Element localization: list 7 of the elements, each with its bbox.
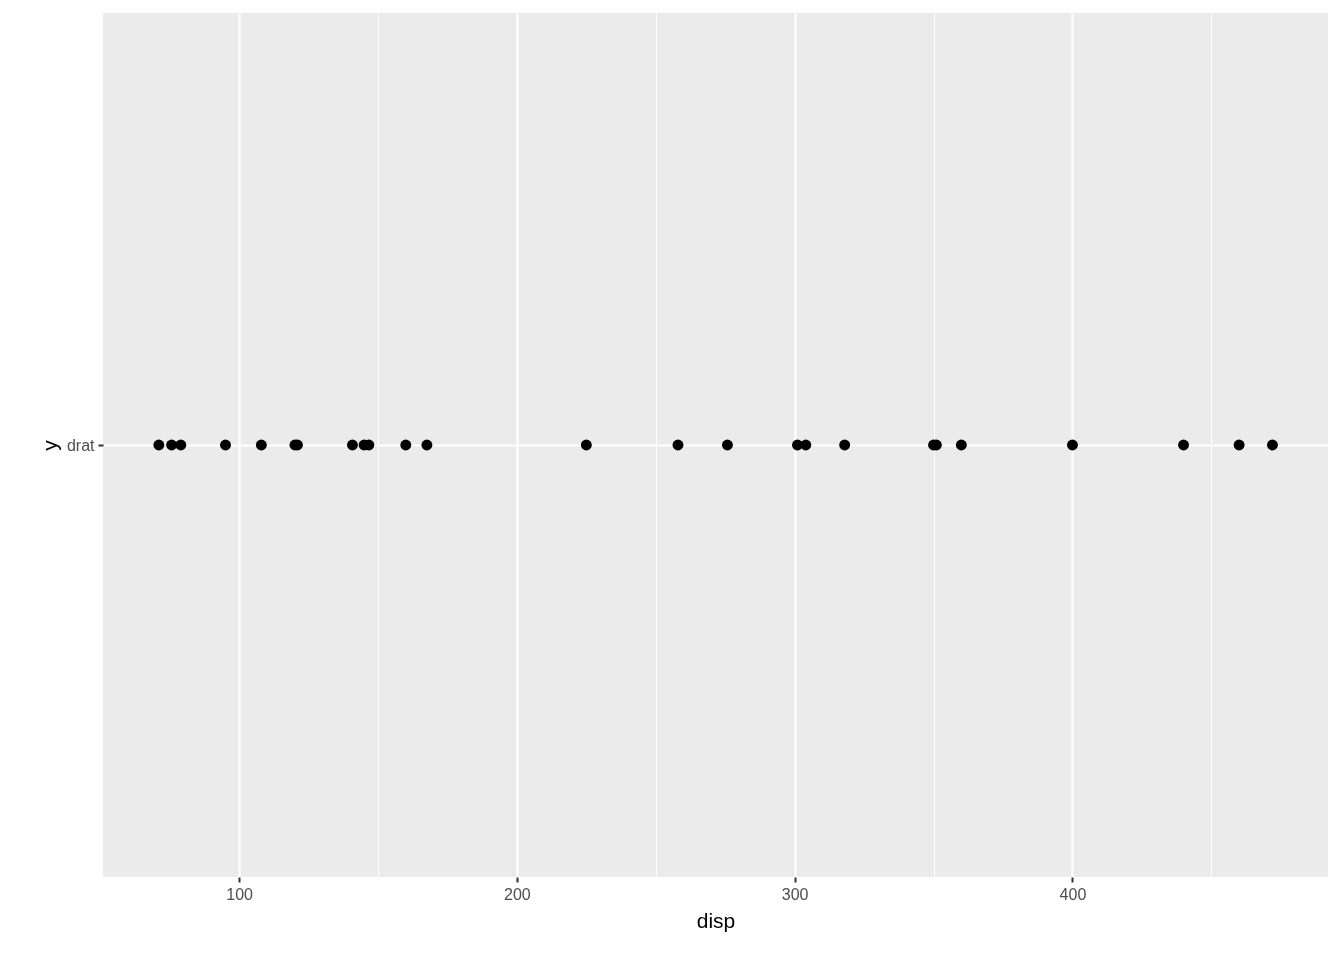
x-tick-label: 300 xyxy=(781,885,809,903)
x-tick-label: 100 xyxy=(226,885,254,903)
x-tick-label: 200 xyxy=(504,885,531,903)
x-tick-label: 400 xyxy=(1059,885,1087,903)
y-axis-title: y xyxy=(37,439,61,451)
y-tick-label: drat xyxy=(66,436,96,454)
x-axis-title: disp xyxy=(696,908,736,932)
